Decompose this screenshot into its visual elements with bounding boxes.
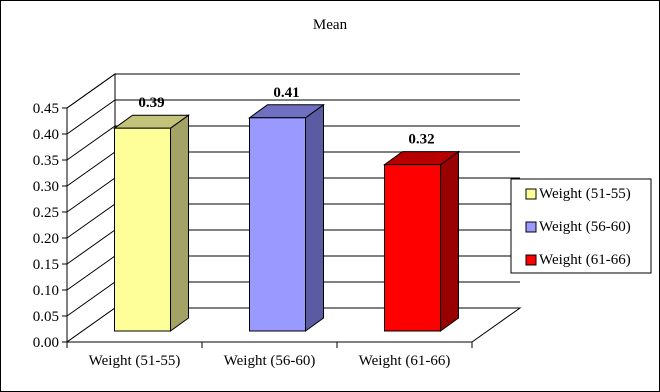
y-tick-label: 0.25 bbox=[33, 205, 59, 221]
legend-swatch-weight-56-60 bbox=[525, 221, 537, 233]
y-tick-label: 0.30 bbox=[33, 179, 59, 195]
bar-side-weight-61-66 bbox=[440, 150, 459, 332]
y-tick-label: 0.35 bbox=[33, 153, 59, 169]
legend-label-weight-56-60: Weight (56-60) bbox=[539, 219, 631, 235]
y-tick-label: 0.05 bbox=[33, 309, 59, 325]
chart-title: Mean bbox=[313, 17, 348, 33]
bar-side-weight-51-55 bbox=[170, 114, 189, 332]
y-tick-label: 0.10 bbox=[33, 283, 59, 299]
bar-front-weight-61-66 bbox=[384, 164, 441, 332]
legend-label-weight-51-55: Weight (51-55) bbox=[539, 186, 631, 202]
bar-layer bbox=[112, 103, 461, 332]
legend-swatch-weight-61-66 bbox=[525, 254, 537, 266]
bar-weight-51-55 bbox=[112, 114, 191, 332]
bar-front-weight-51-55 bbox=[114, 127, 171, 332]
bar-front-weight-56-60 bbox=[249, 117, 306, 332]
data-label-weight-56-60: 0.41 bbox=[273, 85, 299, 101]
legend-label-weight-61-66: Weight (61-66) bbox=[539, 252, 631, 268]
bar-weight-56-60 bbox=[247, 103, 326, 332]
y-tick-label: 0.20 bbox=[33, 231, 59, 247]
data-label-weight-61-66: 0.32 bbox=[408, 132, 434, 148]
legend: Weight (51-55) Weight (56-60) Weight (61… bbox=[510, 178, 652, 274]
x-tick-label-weight-51-55: Weight (51-55) bbox=[89, 353, 181, 369]
bar-side-weight-56-60 bbox=[305, 103, 324, 332]
y-tick-label: 0.00 bbox=[33, 335, 59, 351]
side-wall bbox=[66, 73, 116, 343]
label-layer: 0.39 0.41 0.32 bbox=[138, 85, 434, 148]
gridline bbox=[66, 99, 520, 135]
y-tick-label: 0.40 bbox=[33, 127, 59, 143]
bar-weight-61-66 bbox=[382, 150, 461, 332]
data-label-weight-51-55: 0.39 bbox=[138, 95, 164, 111]
y-tick-label: 0.15 bbox=[33, 257, 59, 273]
gridline bbox=[66, 73, 520, 109]
x-tick-label-weight-56-60: Weight (56-60) bbox=[224, 353, 316, 369]
legend-swatch-weight-51-55 bbox=[525, 188, 537, 200]
y-tick-label: 0.45 bbox=[33, 101, 59, 117]
gridline bbox=[66, 125, 520, 161]
x-tick-label-weight-61-66: Weight (61-66) bbox=[359, 353, 451, 369]
